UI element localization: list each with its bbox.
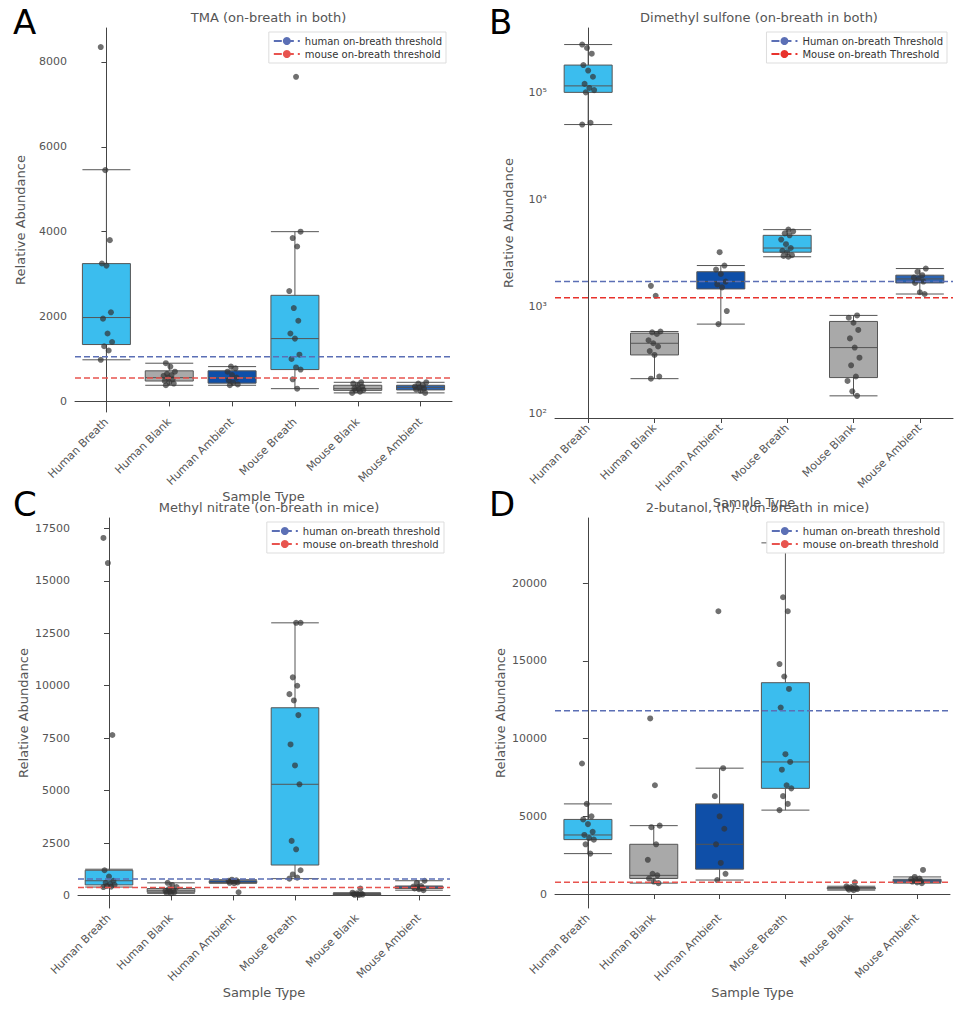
svg-text:Methyl nitrate (on-breath in m: Methyl nitrate (on-breath in mice) (159, 500, 380, 515)
svg-text:10000: 10000 (512, 732, 547, 745)
svg-text:Relative Abundance: Relative Abundance (493, 648, 508, 778)
svg-text:Human Breath: Human Breath (527, 911, 593, 977)
svg-text:7500: 7500 (42, 732, 70, 745)
svg-text:Human Ambient: Human Ambient (652, 911, 725, 984)
svg-text:Mouse Breath: Mouse Breath (727, 911, 790, 974)
svg-text:Mouse Ambient: Mouse Ambient (356, 415, 426, 485)
svg-text:Mouse Blank: Mouse Blank (303, 911, 362, 970)
svg-text:8000: 8000 (39, 55, 67, 68)
svg-text:TMA (on-breath in both): TMA (on-breath in both) (190, 10, 346, 25)
svg-text:Human Ambient: Human Ambient (164, 415, 237, 488)
svg-text:B: B (489, 2, 512, 42)
svg-text:mouse on-breath threshold: mouse on-breath threshold (305, 49, 441, 60)
svg-text:4000: 4000 (39, 225, 67, 238)
svg-text:Mouse Breath: Mouse Breath (729, 421, 792, 484)
svg-text:Human on-breath Threshold: Human on-breath Threshold (802, 36, 943, 47)
svg-text:Sample Type: Sample Type (711, 985, 794, 1000)
svg-text:Mouse Ambient: Mouse Ambient (354, 911, 424, 981)
svg-text:15000: 15000 (35, 574, 70, 587)
svg-text:2-butanol, (R)- (on-breath in: 2-butanol, (R)- (on-breath in mice) (646, 500, 870, 515)
svg-text:Mouse Blank: Mouse Blank (797, 911, 856, 970)
svg-text:20000: 20000 (512, 577, 547, 590)
svg-text:Human Ambient: Human Ambient (653, 421, 726, 494)
svg-text:5000: 5000 (42, 784, 70, 797)
svg-text:10³: 10³ (529, 300, 547, 313)
svg-text:D: D (489, 484, 515, 524)
svg-text:5000: 5000 (519, 810, 547, 823)
svg-text:Relative Abundance: Relative Abundance (13, 155, 28, 285)
svg-text:10²: 10² (529, 407, 547, 420)
svg-text:Human Blank: Human Blank (113, 415, 175, 477)
svg-text:Dimethyl sulfone (on-breath in: Dimethyl sulfone (on-breath in both) (640, 10, 878, 25)
svg-text:15000: 15000 (512, 654, 547, 667)
svg-text:Mouse Breath: Mouse Breath (237, 415, 300, 478)
svg-text:Human Blank: Human Blank (114, 911, 176, 973)
svg-text:17500: 17500 (35, 522, 70, 535)
svg-text:6000: 6000 (39, 140, 67, 153)
svg-text:10⁴: 10⁴ (529, 193, 548, 206)
svg-text:Human Blank: Human Blank (598, 421, 660, 483)
svg-text:Human Breath: Human Breath (527, 421, 593, 487)
svg-text:Mouse on-breath Threshold: Mouse on-breath Threshold (802, 49, 939, 60)
svg-text:10⁵: 10⁵ (529, 86, 547, 99)
svg-text:human on-breath threshold: human on-breath threshold (305, 36, 442, 47)
svg-text:0: 0 (60, 395, 67, 408)
svg-text:12500: 12500 (35, 627, 70, 640)
svg-text:Human Breath: Human Breath (45, 415, 111, 481)
svg-text:Mouse Breath: Mouse Breath (237, 911, 300, 974)
svg-text:Relative Abundance: Relative Abundance (16, 648, 31, 778)
svg-text:Mouse Ambient: Mouse Ambient (855, 421, 925, 491)
svg-text:2500: 2500 (42, 837, 70, 850)
svg-text:Mouse Blank: Mouse Blank (800, 421, 859, 480)
svg-text:Mouse Ambient: Mouse Ambient (852, 911, 922, 981)
svg-text:Relative Abundance: Relative Abundance (501, 158, 516, 288)
svg-text:mouse on-breath threshold: mouse on-breath threshold (303, 539, 439, 550)
svg-text:Sample Type: Sample Type (222, 489, 305, 505)
svg-text:10000: 10000 (35, 679, 70, 692)
svg-text:human on-breath threshold: human on-breath threshold (803, 526, 940, 537)
svg-text:human on-breath threshold: human on-breath threshold (303, 526, 440, 537)
svg-text:mouse on-breath threshold: mouse on-breath threshold (803, 539, 939, 550)
svg-text:Sample Type: Sample Type (223, 985, 306, 1000)
svg-text:Human Blank: Human Blank (597, 911, 659, 973)
svg-text:Mouse Blank: Mouse Blank (304, 415, 363, 474)
svg-text:0: 0 (63, 889, 70, 902)
svg-text:A: A (13, 2, 36, 42)
svg-text:0: 0 (540, 888, 547, 901)
svg-text:Human Ambient: Human Ambient (165, 911, 238, 984)
svg-text:C: C (13, 484, 37, 524)
svg-text:Human Breath: Human Breath (48, 911, 114, 977)
svg-text:2000: 2000 (39, 310, 67, 323)
